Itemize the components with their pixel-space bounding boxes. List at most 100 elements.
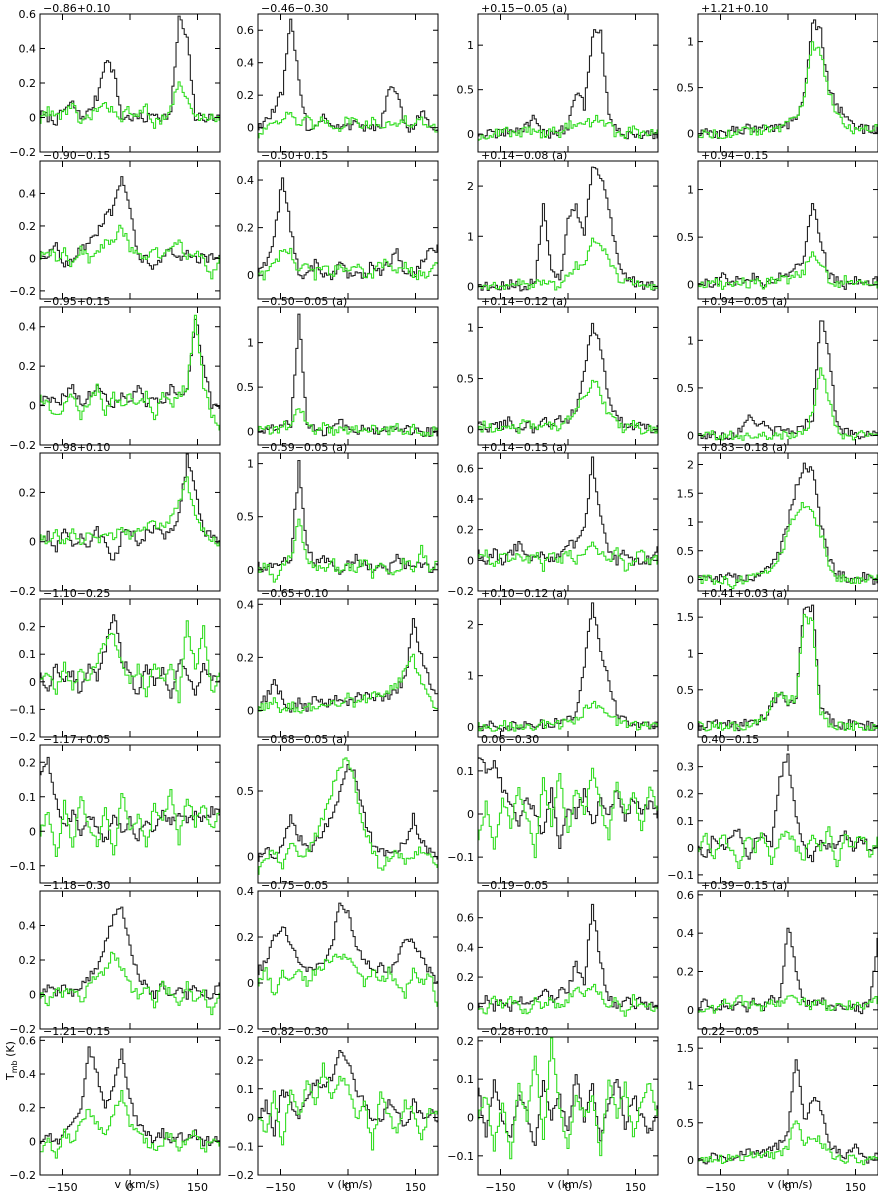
panel-title: −1.18−0.30 [43, 879, 110, 892]
y-tick-label: 0.5 [677, 382, 695, 395]
y-tick-label: 0.2 [677, 788, 695, 801]
black-spectrum-line [258, 1050, 438, 1137]
spectrum-panel-8: 0 0.5 1 +0.94−0.15 [677, 149, 878, 300]
x-tick-label: 0 [127, 1181, 134, 1193]
black-spectrum-line [698, 753, 878, 863]
spectrum-panel-13: −0.2 0 0.2 −0.98+0.10 [9, 441, 221, 598]
x-tick-label: 150 [187, 1181, 208, 1193]
black-spectrum-line [478, 456, 658, 566]
panel-title: +0.14−0.08 (a) [481, 149, 567, 162]
y-tick-label: 0 [247, 704, 254, 717]
black-spectrum-line [698, 1059, 878, 1165]
y-tick-label: 1 [467, 39, 474, 52]
black-spectrum-line [40, 614, 220, 699]
y-tick-label: 0.2 [677, 966, 695, 979]
y-tick-label: 0.5 [237, 381, 255, 394]
spectrum-panel-22: 0 0.5 −0.68−0.05 (a) [237, 733, 439, 884]
black-spectrum-line [258, 18, 438, 133]
panel-frame [477, 890, 659, 1030]
y-tick-label: 0 [467, 1112, 474, 1125]
y-tick-label: 0.2 [237, 651, 255, 664]
panel-frame [39, 306, 221, 446]
panel-title: −0.50+0.15 [261, 149, 328, 162]
spectrum-panel-4: 0 0.5 1 +1.21+0.10 [677, 2, 878, 153]
y-tick-label: −0.2 [227, 1169, 254, 1182]
green-spectrum-line [478, 1037, 658, 1160]
y-tick-label: 1 [687, 647, 694, 660]
green-spectrum-line [478, 700, 658, 732]
green-spectrum-line [258, 757, 438, 875]
y-tick-label: 1 [687, 1079, 694, 1092]
spectrum-panel-18: 0 0.2 0.4 −0.65+0.10 [237, 587, 439, 738]
y-tick-label: 2 [687, 459, 694, 472]
y-tick-label: 0.2 [457, 1035, 475, 1048]
spectrum-panel-19: 0 1 2 +0.10−0.12 (a) [467, 587, 659, 738]
y-tick-label: 1 [687, 516, 694, 529]
spectrum-panel-32: 0 0.5 1 1.5 −150 0 150 0.22−0.05 [677, 1025, 878, 1193]
panel-title: −0.75−0.05 [261, 879, 328, 892]
green-spectrum-line [258, 1062, 438, 1151]
spectrum-panel-3: 0 0.5 1 +0.15−0.05 (a) [457, 2, 659, 153]
green-spectrum-line [40, 314, 220, 431]
y-tick-label: 0 [687, 574, 694, 587]
y-tick-label: 0 [467, 808, 474, 821]
panel-title: +0.41+0.03 (a) [701, 587, 787, 600]
panel-frame [257, 890, 439, 1030]
y-tick-label: 0.6 [19, 8, 37, 21]
y-tick-label: 0.2 [237, 89, 255, 102]
y-tick-label: 0.4 [237, 885, 255, 898]
y-tick-label: 0 [467, 554, 474, 567]
panel-grid: −0.2 0 0.2 0.4 0.6 −0.86+0.10 0 0.2 0.4 0.6 −0.46−… [9, 2, 878, 1193]
panel-title: +0.10−0.12 (a) [481, 587, 567, 600]
panel-title: +1.21+0.10 [701, 2, 768, 15]
panel-title: −0.28+0.10 [481, 1025, 548, 1038]
spectrum-panel-2: 0 0.2 0.4 0.6 −0.46−0.30 [237, 2, 439, 153]
spectrum-panel-24: −0.1 0 0.1 0.2 0.3 0.40−0.15 [667, 733, 878, 884]
x-tick-label: −150 [485, 1181, 515, 1193]
y-tick-label: 0.2 [19, 621, 37, 634]
y-axis-label: Tmb (K) [4, 1041, 19, 1081]
black-spectrum-line [698, 19, 878, 139]
spectrum-panel-31: −0.1 0 0.1 0.2 −150 0 150 −0.28+0.10 [447, 1025, 659, 1193]
y-tick-label: 0.5 [677, 1117, 695, 1130]
y-tick-label: 0.2 [19, 360, 37, 373]
green-spectrum-line [40, 788, 220, 858]
green-spectrum-line [40, 224, 220, 280]
y-tick-label: 1 [247, 337, 254, 350]
spectrum-panel-6: 0 0.2 0.4 −0.50+0.15 [237, 149, 439, 300]
y-tick-label: −0.2 [9, 146, 36, 159]
y-tick-label: −0.2 [9, 585, 36, 598]
y-tick-label: 0.5 [237, 785, 255, 798]
black-spectrum-line [40, 453, 220, 561]
y-tick-label: 0 [29, 252, 36, 265]
y-tick-label: 0.2 [237, 931, 255, 944]
panel-title: −0.19−0.05 [481, 879, 548, 892]
y-tick-label: 0 [467, 128, 474, 141]
black-spectrum-line [258, 313, 438, 437]
y-tick-label: 0 [247, 977, 254, 990]
green-spectrum-line [40, 476, 220, 547]
panel-frame [697, 598, 878, 738]
y-tick-label: 0.6 [19, 1034, 37, 1047]
y-tick-label: 0.2 [19, 220, 37, 233]
y-tick-label: 0.6 [457, 912, 475, 925]
x-tick-label: −150 [47, 1181, 77, 1193]
spectrum-panel-30: −0.2 −0.1 0 0.1 0.2 −150 0 150 −0.82−0.30 [227, 1025, 439, 1193]
y-tick-label: 1 [467, 230, 474, 243]
y-tick-label: 0.5 [457, 84, 475, 97]
green-spectrum-line [478, 114, 658, 141]
y-tick-label: 0.2 [19, 756, 37, 769]
black-spectrum-line [478, 602, 658, 732]
panel-frame [477, 160, 659, 300]
spectrum-panel-23: −0.1 0 0.1 0.06−0.30 [447, 733, 659, 884]
y-tick-label: −0.2 [9, 439, 36, 452]
y-tick-label: 0.2 [19, 486, 37, 499]
green-spectrum-line [698, 1120, 878, 1166]
y-tick-label: 0.1 [457, 1073, 475, 1086]
x-axis-label-col-4: v (km/s) [767, 1178, 812, 1191]
y-tick-label: 0.4 [237, 598, 255, 611]
y-tick-label: 2 [467, 619, 474, 632]
x-tick-label: 0 [565, 1181, 572, 1193]
x-tick-label: −150 [265, 1181, 295, 1193]
